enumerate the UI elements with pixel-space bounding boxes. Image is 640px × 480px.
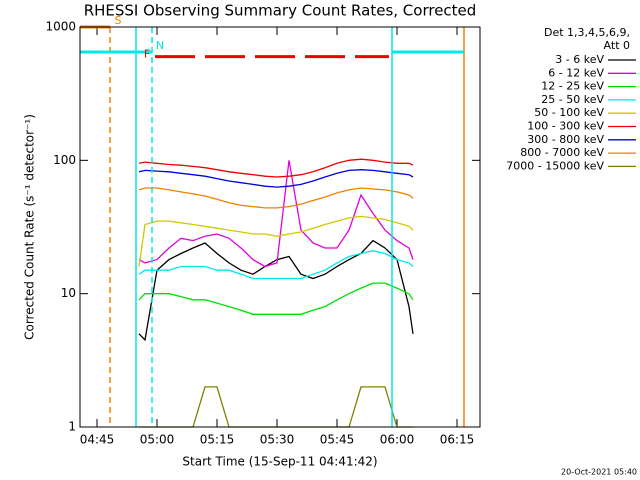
y-tick-label: 10: [61, 286, 76, 300]
series-line: [138, 187, 414, 209]
x-tick-label: 05:45: [320, 433, 355, 447]
y-tick-label: 1: [68, 420, 76, 434]
legend-label: 100 - 300 keV: [527, 120, 604, 133]
flag-label: F: [144, 48, 150, 61]
series-line: [138, 215, 414, 267]
x-tick-label: 05:30: [260, 433, 295, 447]
x-tick-label: 06:00: [380, 433, 415, 447]
y-axis-label: Corrected Count Rate (s⁻¹ detector⁻¹): [23, 114, 37, 340]
footer: 20-Oct-2021 05:40: [561, 468, 637, 477]
legend-label: 3 - 6 keV: [555, 53, 604, 66]
plot-frame: [79, 26, 481, 428]
flag-label: N: [156, 39, 164, 52]
series-line: [138, 250, 414, 280]
x-tick-label: 05:15: [200, 433, 235, 447]
x-tick-label: 06:15: [440, 433, 475, 447]
x-tick-label: 04:45: [80, 433, 115, 447]
legend-label: 6 - 12 keV: [548, 66, 604, 79]
legend-label: 50 - 100 keV: [534, 106, 604, 119]
series-line: [138, 282, 414, 315]
y-tick-label: 100: [53, 153, 76, 167]
legend-label: 300 - 800 keV: [527, 133, 604, 146]
x-axis-label: Start Time (15-Sep-11 04:41:42): [182, 455, 377, 469]
flag-label: S: [115, 14, 122, 27]
legend-title: Att 0: [604, 39, 630, 52]
legend-label: 12 - 25 keV: [541, 80, 604, 93]
series-line: [138, 158, 414, 178]
legend-label: 800 - 7000 keV: [520, 146, 604, 159]
legend-title: Det 1,3,4,5,6,9,: [544, 26, 630, 39]
x-tick-label: 05:00: [140, 433, 175, 447]
legend-label: 25 - 50 keV: [541, 93, 604, 106]
series-line: [138, 160, 414, 268]
y-tick-label: 1000: [45, 20, 76, 34]
chart-title: RHESSI Observing Summary Count Rates, Co…: [84, 2, 477, 20]
legend-label: 7000 - 15000 keV: [506, 159, 604, 172]
series-line: [138, 169, 414, 188]
